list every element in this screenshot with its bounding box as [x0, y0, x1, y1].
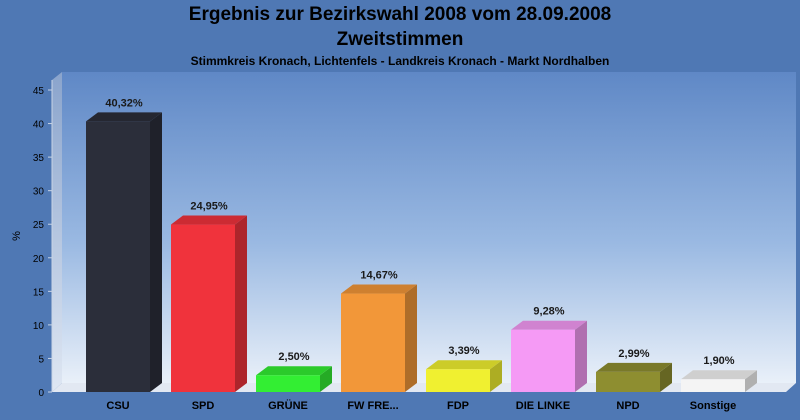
bar-front [256, 375, 320, 392]
y-tick-label: 45 [33, 86, 45, 97]
x-tick-label: GRÜNE [268, 399, 308, 412]
bar-value-label: 3,39% [448, 345, 479, 357]
y-tick-label: 30 [33, 187, 45, 198]
bar-top [426, 360, 502, 370]
y-tick-label: 20 [33, 254, 45, 265]
bar-3: 14,67% [341, 270, 417, 392]
bar-value-label: 2,50% [278, 351, 309, 363]
bar-top [171, 215, 247, 225]
bar-side [235, 215, 247, 392]
bar-side [405, 284, 417, 392]
x-tick-label: Sonstige [690, 400, 736, 412]
x-tick-label: FW FRE... [347, 400, 398, 412]
bar-top [341, 284, 417, 294]
chart-side-wall [52, 72, 62, 392]
bar-side [745, 370, 757, 392]
bar-7: 1,90% [681, 355, 757, 392]
y-tick-label: 15 [33, 287, 45, 298]
bar-top [596, 362, 672, 372]
bar-value-label: 40,32% [105, 97, 143, 109]
x-tick-label: DIE LINKE [516, 400, 570, 412]
x-tick-label: NPD [616, 400, 639, 412]
y-tick-label: 25 [33, 220, 45, 231]
bar-4: 3,39% [426, 345, 502, 392]
y-tick-label: 5 [38, 354, 44, 365]
bar-top [511, 320, 587, 330]
bar-value-label: 24,95% [190, 201, 228, 213]
bar-front [511, 329, 575, 392]
bar-front [596, 371, 660, 392]
bar-side [320, 366, 332, 392]
bar-value-label: 2,99% [618, 348, 649, 360]
chart-subtitle: Zweitstimmen [336, 29, 464, 50]
bar-top [256, 366, 332, 376]
y-tick-label: 0 [38, 388, 44, 399]
bar-front [341, 293, 405, 392]
y-axis-label: % [11, 231, 23, 241]
x-tick-label: CSU [106, 400, 129, 412]
bar-front [171, 224, 235, 392]
x-tick-label: FDP [447, 400, 469, 412]
x-tick-label: SPD [192, 400, 215, 412]
y-tick-label: 10 [33, 321, 45, 332]
chart-region-subtitle: Stimmkreis Kronach, Lichtenfels - Landkr… [190, 54, 610, 68]
y-tick-label: 35 [33, 153, 45, 164]
bar-5: 9,28% [511, 306, 587, 392]
bar-value-label: 14,67% [360, 270, 398, 282]
bar-top [86, 112, 162, 122]
bar-front [86, 121, 150, 393]
bar-top [681, 370, 757, 380]
y-tick-label: 40 [33, 120, 45, 131]
bar-value-label: 1,90% [703, 355, 734, 367]
bar-0: 40,32% [86, 97, 162, 393]
bar-6: 2,99% [596, 348, 672, 392]
bar-2: 2,50% [256, 351, 332, 392]
bar-side [490, 360, 502, 392]
bar-side [575, 320, 587, 392]
bar-side [150, 112, 162, 393]
bar-value-label: 9,28% [533, 306, 564, 318]
chart-title: Ergebnis zur Bezirkswahl 2008 vom 28.09.… [188, 4, 612, 25]
bar-front [426, 369, 490, 392]
bar-front [681, 379, 745, 392]
bar-1: 24,95% [171, 201, 247, 392]
bar-side [660, 362, 672, 392]
